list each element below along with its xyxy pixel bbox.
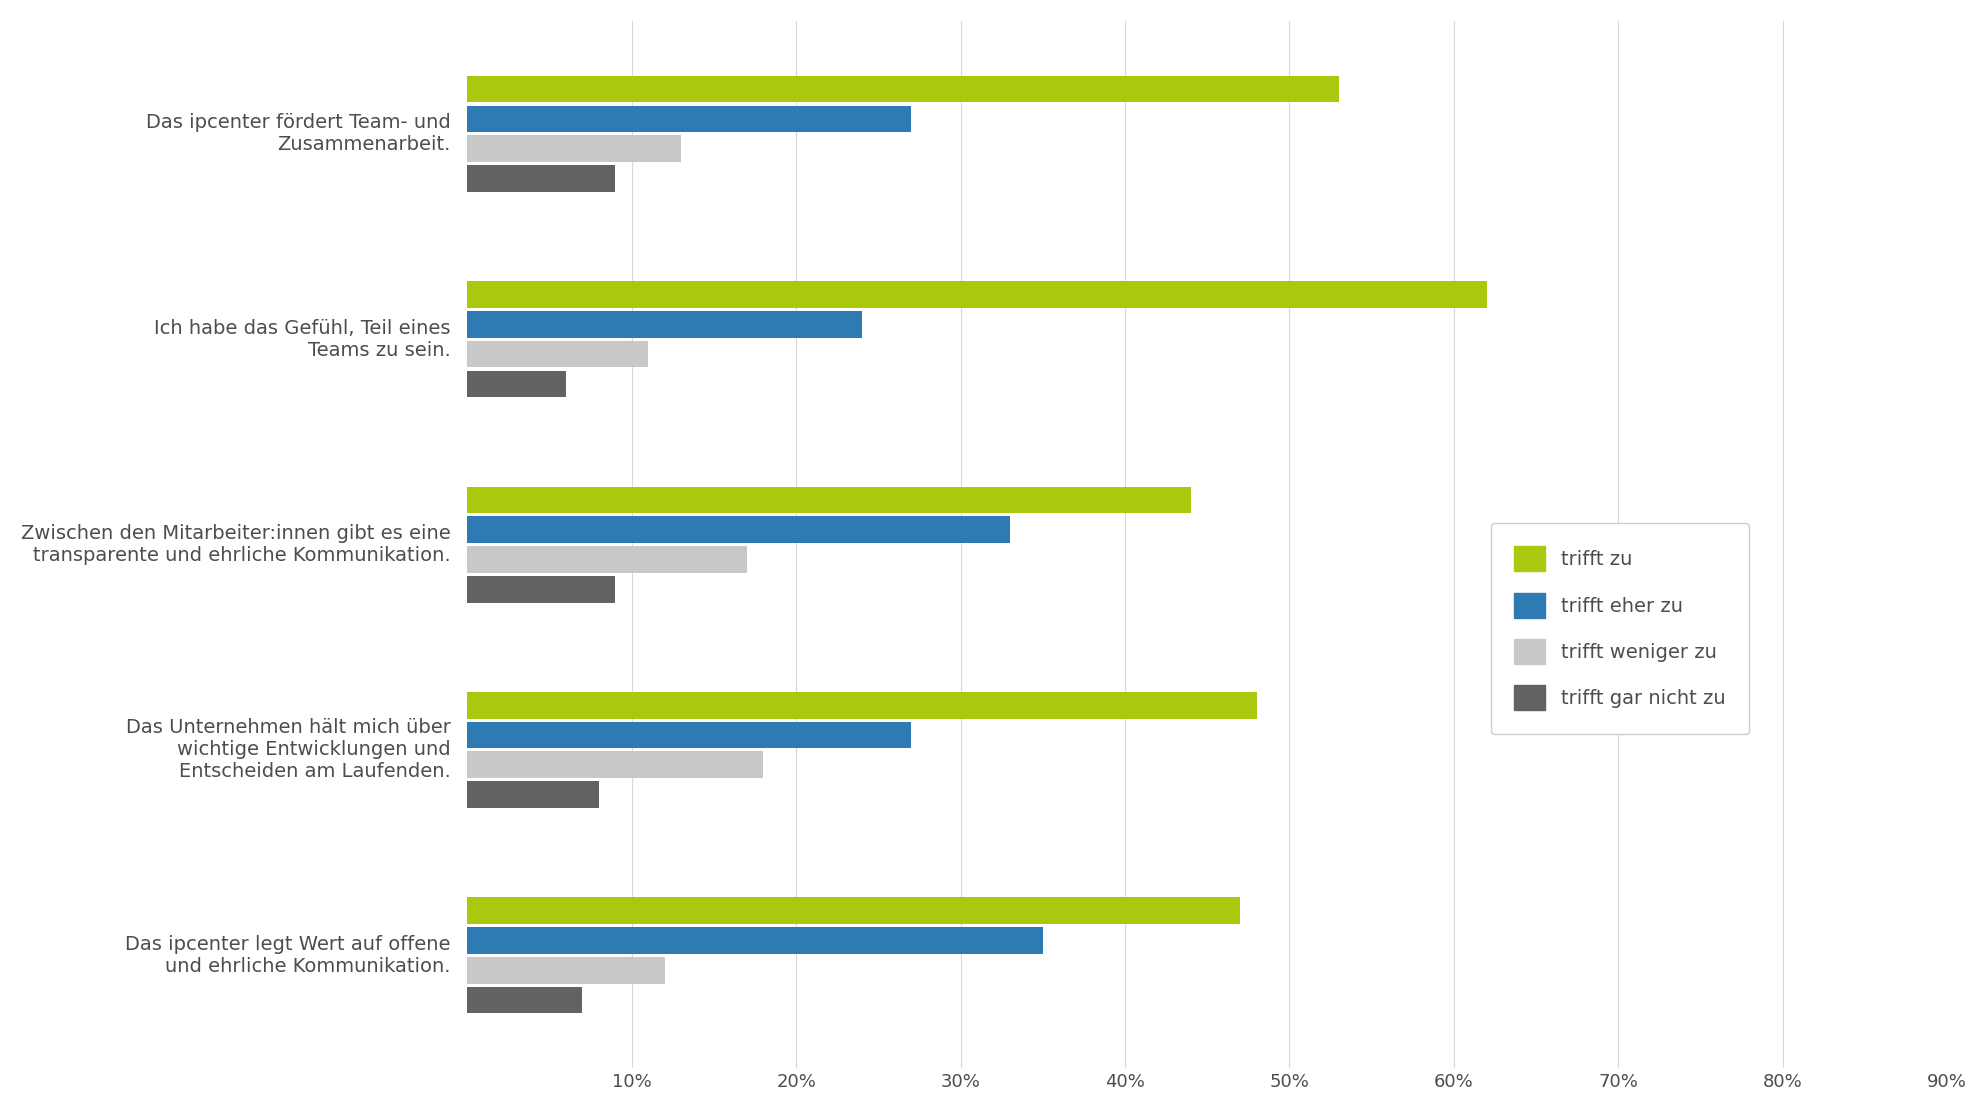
Bar xyxy=(467,576,614,603)
Bar xyxy=(467,897,1241,924)
Bar xyxy=(467,311,863,338)
Bar xyxy=(467,546,747,573)
Bar xyxy=(467,487,1191,514)
Bar xyxy=(467,136,682,162)
Bar xyxy=(467,957,664,984)
Bar xyxy=(467,106,911,132)
Bar xyxy=(467,165,614,191)
Bar xyxy=(467,370,567,397)
Bar xyxy=(467,281,1487,308)
Bar xyxy=(467,76,1338,102)
Bar xyxy=(467,782,598,808)
Bar xyxy=(467,752,763,778)
Bar xyxy=(467,516,1010,543)
Bar xyxy=(467,986,582,1013)
Legend: trifft zu, trifft eher zu, trifft weniger zu, trifft gar nicht zu: trifft zu, trifft eher zu, trifft wenige… xyxy=(1491,523,1749,734)
Bar xyxy=(467,692,1256,718)
Bar xyxy=(467,722,911,748)
Bar xyxy=(467,340,648,367)
Bar xyxy=(467,927,1044,954)
